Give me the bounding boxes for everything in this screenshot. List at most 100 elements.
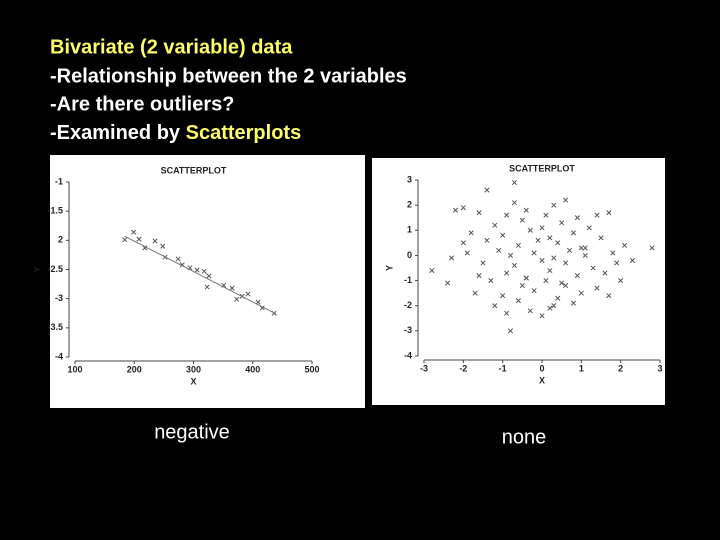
x-tick-label: 300 [186, 364, 201, 374]
bullet: -Are there outliers? [50, 93, 234, 115]
point [563, 283, 569, 289]
point [590, 265, 596, 271]
point [476, 272, 482, 279]
y-tick-label: -4 [55, 351, 63, 361]
point [429, 267, 435, 274]
x-tick-label: 3 [657, 363, 662, 373]
y-tick-label: -3 [404, 325, 412, 335]
point [582, 252, 588, 258]
point [618, 278, 624, 284]
point [551, 303, 557, 309]
point [598, 235, 604, 241]
point [547, 305, 553, 311]
y-tick-label: -2.5 [47, 264, 63, 274]
point [511, 262, 518, 269]
point [122, 237, 128, 243]
bullet: -Examined by Scatterplots [50, 122, 301, 144]
point [551, 202, 557, 208]
point [559, 280, 565, 286]
point [570, 230, 577, 236]
point [160, 243, 166, 249]
point [586, 225, 592, 231]
point [206, 273, 212, 279]
point [527, 308, 533, 314]
point [515, 242, 521, 248]
point [574, 272, 580, 279]
point [504, 212, 510, 218]
chart-panel [372, 158, 665, 405]
point [194, 267, 200, 273]
point [201, 268, 207, 274]
x-tick-label: 100 [67, 364, 82, 374]
point [480, 260, 486, 266]
point [527, 227, 533, 233]
point [622, 242, 628, 248]
point [543, 212, 549, 218]
point [484, 187, 490, 193]
highlight: Scatterplots [186, 122, 302, 144]
point [515, 298, 521, 304]
chart-title: SCATTERPLOT [509, 163, 575, 173]
y-tick-label: -1.5 [47, 206, 63, 216]
point [555, 295, 561, 301]
x-tick-label: -2 [459, 363, 467, 373]
point [578, 290, 584, 296]
point [229, 285, 235, 291]
y-tick-label: 3 [407, 174, 412, 184]
point [504, 310, 510, 316]
point [539, 225, 545, 231]
point [152, 238, 158, 244]
point [448, 255, 455, 261]
x-axis-label: X [190, 376, 196, 386]
point [559, 220, 565, 226]
point [204, 284, 210, 290]
point [539, 313, 545, 319]
y-axis-label: Y [384, 265, 394, 271]
trend-line [124, 235, 277, 315]
point [500, 293, 506, 299]
y-axis-label: Y [32, 266, 42, 272]
point [563, 260, 569, 266]
chart-title: SCATTERPLOT [161, 165, 227, 175]
point [500, 232, 506, 238]
point [614, 260, 620, 266]
point [452, 207, 459, 213]
point [539, 257, 545, 264]
y-tick-label: -1 [404, 275, 412, 285]
point [547, 267, 553, 274]
point [492, 303, 498, 309]
point [543, 278, 549, 284]
caption: none [502, 426, 547, 448]
heading: Bivariate (2 variable) data [50, 36, 293, 58]
point [594, 285, 600, 291]
point [578, 245, 584, 251]
y-tick-label: -3 [55, 293, 63, 303]
point [234, 296, 240, 302]
point [570, 300, 577, 306]
y-tick-label: 2 [58, 235, 63, 245]
point [519, 217, 525, 223]
point [574, 215, 580, 221]
y-tick-label: 2 [407, 200, 412, 210]
point [245, 291, 251, 297]
y-tick-label: -3.5 [47, 322, 63, 332]
x-axis-label: X [539, 375, 545, 385]
point [511, 200, 518, 206]
point [629, 257, 636, 264]
y-tick-label: -1 [55, 176, 63, 186]
point [519, 283, 525, 289]
point [523, 275, 529, 281]
point [484, 237, 490, 243]
caption: negative [154, 421, 230, 443]
point [582, 245, 588, 251]
point [511, 179, 518, 186]
point [488, 278, 494, 284]
point [507, 328, 514, 334]
point [472, 290, 478, 296]
point [523, 207, 529, 213]
y-tick-label: -4 [404, 350, 412, 360]
point [492, 222, 498, 228]
x-tick-label: -3 [420, 363, 428, 373]
point [566, 247, 573, 253]
x-tick-label: 0 [539, 363, 544, 373]
